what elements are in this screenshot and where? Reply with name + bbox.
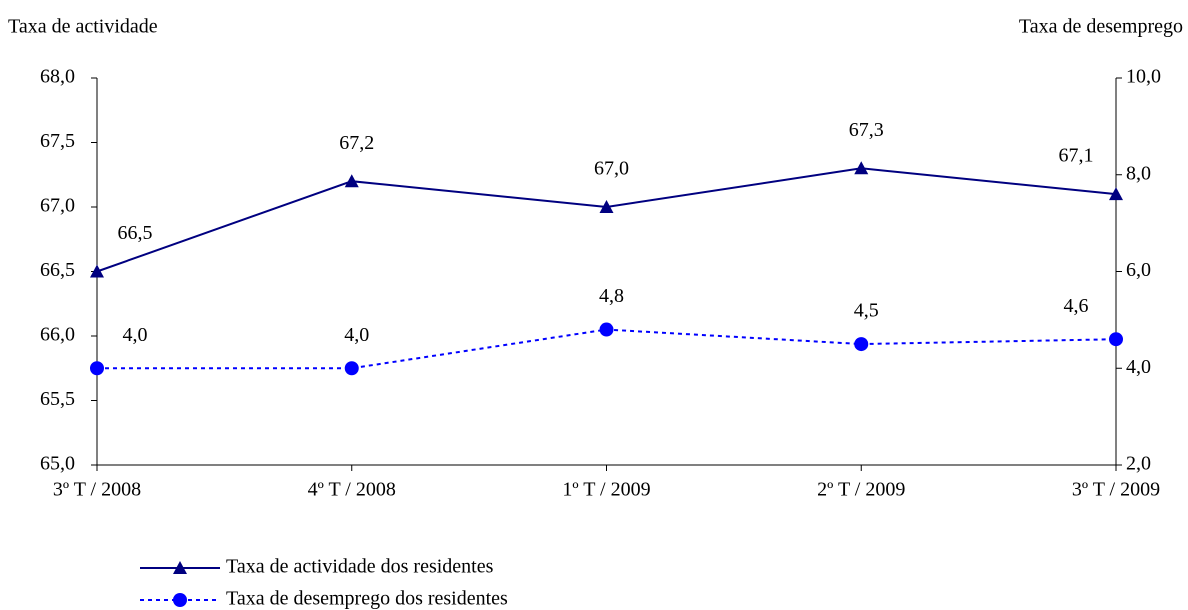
marker <box>599 322 614 337</box>
marker <box>599 200 614 213</box>
y-tick-label: 66,5 <box>40 259 75 281</box>
data-label: 66,5 <box>118 222 153 244</box>
x-tick-label: 3º T / 2008 <box>53 479 141 501</box>
marker <box>1109 332 1123 347</box>
marker <box>1109 187 1123 201</box>
y2-tick-label: 6,0 <box>1126 259 1151 281</box>
data-label: 4,5 <box>854 300 879 322</box>
y-tick-label: 65,5 <box>40 388 75 410</box>
series-line <box>96 167 1117 273</box>
marker <box>854 337 869 352</box>
y-tick-label: 67,5 <box>40 130 75 152</box>
y2-tick-label: 8,0 <box>1126 162 1151 184</box>
y2-axis-title: Taxa de desemprego <box>1019 16 1183 38</box>
marker <box>90 264 104 278</box>
y2-tick-label: 2,0 <box>1126 453 1151 475</box>
x-tick-label: 1º T / 2009 <box>562 479 650 501</box>
data-label: 67,3 <box>849 119 884 141</box>
y-tick-label: 65,0 <box>40 453 75 475</box>
y2-tick-label: 10,0 <box>1126 66 1161 88</box>
data-label: 4,0 <box>344 324 369 346</box>
x-tick-label: 2º T / 2009 <box>817 479 905 501</box>
marker <box>173 593 187 607</box>
y-axis-title: Taxa de actividade <box>8 16 158 38</box>
x-tick-label: 3º T / 2009 <box>1072 479 1160 501</box>
legend-label: Taxa de actividade dos residentes <box>226 556 494 578</box>
x-tick-label: 4º T / 2008 <box>308 479 396 501</box>
marker <box>173 561 187 574</box>
data-label: 67,2 <box>339 132 374 154</box>
data-label: 67,1 <box>1059 145 1094 167</box>
y-tick-label: 66,0 <box>40 324 75 346</box>
marker <box>854 161 869 175</box>
data-label: 4,6 <box>1064 295 1089 317</box>
y-tick-label: 68,0 <box>40 66 75 88</box>
data-label: 4,0 <box>123 324 148 346</box>
marker <box>344 361 359 376</box>
data-label: 67,0 <box>594 158 629 180</box>
legend-label: Taxa de desemprego dos residentes <box>226 588 508 610</box>
marker <box>344 174 359 188</box>
y-tick-label: 67,0 <box>40 195 75 217</box>
data-label: 4,8 <box>599 285 624 307</box>
marker <box>90 361 104 376</box>
y2-tick-label: 4,0 <box>1126 356 1151 378</box>
